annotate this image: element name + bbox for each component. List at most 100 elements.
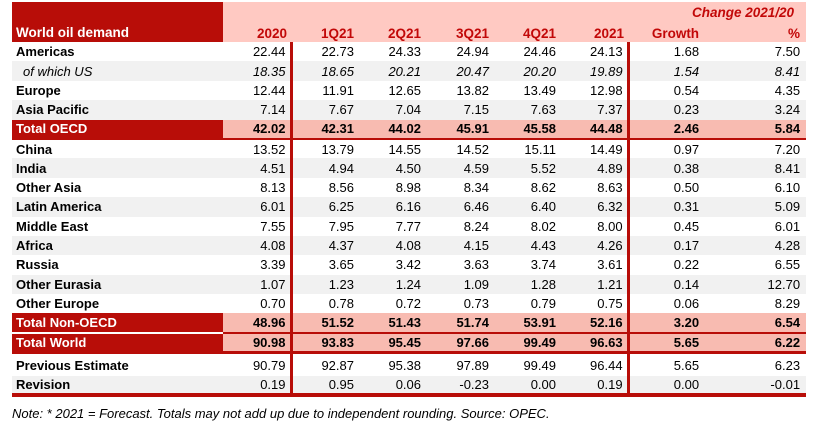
cell-value: 97.89 <box>456 358 489 374</box>
cell-value: 0.54 <box>673 82 700 98</box>
cell-value: 19.89 <box>560 61 630 81</box>
cell-value: 24.33 <box>388 44 421 60</box>
cell-value: 12.70 <box>703 274 807 295</box>
row-label: Asia Pacific <box>12 100 223 120</box>
cell-value: 4.08 <box>223 235 293 256</box>
change-header-row: World oil demand Change 2021/20 <box>12 2 807 42</box>
cell-value: 7.14 <box>223 100 293 120</box>
cell-value: 24.94 <box>456 44 489 60</box>
cell-value: 13.49 <box>523 82 556 98</box>
cell-value: 0.70 <box>223 294 293 314</box>
row-label: India <box>12 158 223 178</box>
cell-value: 7.67 <box>291 100 358 120</box>
cell-value: 14.55 <box>388 141 421 157</box>
cell-value: 8.24 <box>463 218 489 234</box>
row-label: Latin America <box>12 197 223 217</box>
cell-value: 4.50 <box>358 158 425 178</box>
cell-value: 7.37 <box>560 100 630 120</box>
cell-value: 3.63 <box>463 257 489 273</box>
cell-value: 96.63 <box>560 331 630 354</box>
cell-value: 5.84 <box>703 119 807 140</box>
column-header-2q21: 2Q21 <box>358 22 425 42</box>
cell-value: 6.55 <box>774 257 801 273</box>
cell-value: 0.22 <box>673 257 700 273</box>
cell-value: 1.68 <box>673 44 700 60</box>
column-header-4q21: 4Q21 <box>493 22 560 42</box>
cell-value: 7.20 <box>774 141 801 157</box>
cell-value: 24.46 <box>523 44 556 60</box>
table-row: Asia Pacific 7.14 7.67 7.04 7.15 7.63 7.37 0.23… <box>12 100 807 120</box>
column-header-percent: % <box>703 22 807 42</box>
cell-value: 20.20 <box>493 61 560 81</box>
cell-value: 12.65 <box>388 82 421 98</box>
row-label: Middle East <box>16 218 89 234</box>
section-gap <box>12 352 807 357</box>
cell-value: 7.77 <box>395 218 421 234</box>
table-row: Other Eurasia 1.07 1.23 1.24 1.09 1.28 1.21 0.1… <box>12 274 807 295</box>
cell-value: 14.52 <box>456 141 489 157</box>
cell-value: 0.19 <box>223 375 293 398</box>
cell-value: 1.07 <box>223 274 293 295</box>
table-row: Total Non-OECD 48.96 51.52 51.43 51.74 53.91 5… <box>12 313 807 333</box>
cell-value: 8.41 <box>703 61 807 81</box>
column-header-row: 2020 1Q21 2Q21 3Q21 4Q21 2021 Growth % <box>12 22 807 42</box>
cell-value: 7.04 <box>358 100 425 120</box>
cell-value: 1.09 <box>425 274 493 295</box>
table-row: Africa 4.08 4.37 4.08 4.15 4.43 4.26 0.17 4.28 <box>12 235 807 256</box>
cell-value: 1.23 <box>291 274 358 295</box>
cell-value: 8.98 <box>395 179 421 195</box>
cell-value: 45.58 <box>493 119 560 140</box>
cell-value: 5.09 <box>703 197 807 217</box>
cell-value: 7.55 <box>223 216 293 236</box>
cell-value: 5.65 <box>673 358 700 374</box>
table-row: Previous Estimate 90.79 92.87 95.38 97.89 99.… <box>12 356 806 376</box>
cell-value: 3.65 <box>328 257 354 273</box>
table-body: Americas 22.44 22.73 24.33 24.94 24.46 24.13 1.… <box>12 42 807 398</box>
cell-value: 0.38 <box>628 158 704 178</box>
cell-value: 0.45 <box>673 218 700 234</box>
cell-value: 8.13 <box>223 177 293 198</box>
cell-value: 90.98 <box>223 331 293 354</box>
table-row: Total OECD 42.02 42.31 44.02 45.91 45.58 44.48… <box>12 119 807 140</box>
cell-value: 8.63 <box>560 177 630 198</box>
column-header-2021: 2021 <box>560 22 629 42</box>
cell-value: 42.02 <box>223 119 293 140</box>
row-label: Total World <box>12 331 223 354</box>
cell-value: 53.91 <box>493 313 560 333</box>
column-header-1q21: 1Q21 <box>291 22 358 42</box>
cell-value: 13.52 <box>223 138 293 159</box>
table-title: World oil demand <box>12 2 223 42</box>
table-row: Other Europe 0.70 0.78 0.72 0.73 0.79 0.75 0.06… <box>12 294 806 314</box>
cell-value: 48.96 <box>223 313 293 333</box>
row-label: Other Eurasia <box>12 274 223 295</box>
cell-value: 20.47 <box>425 61 493 81</box>
cell-value: 51.52 <box>291 313 358 333</box>
cell-value: 0.95 <box>291 375 358 398</box>
cell-value: 1.54 <box>628 61 704 81</box>
cell-value: 0.31 <box>628 197 704 217</box>
cell-value: 97.66 <box>425 331 493 354</box>
cell-value: 44.02 <box>358 119 425 140</box>
cell-value: 0.73 <box>463 296 489 312</box>
row-label: Other Europe <box>16 296 100 312</box>
cell-value: 11.91 <box>322 82 354 98</box>
cell-value: 6.16 <box>358 197 425 217</box>
table-row: Other Asia 8.13 8.56 8.98 8.34 8.62 8.63 0.50 6.… <box>12 177 806 198</box>
cell-value: 4.28 <box>703 235 807 256</box>
cell-value: 0.72 <box>395 296 421 312</box>
cell-value: 12.98 <box>560 80 630 101</box>
cell-value: 0.19 <box>560 375 630 398</box>
table-row: Americas 22.44 22.73 24.33 24.94 24.46 24.13 1.… <box>12 42 806 62</box>
cell-value: 93.83 <box>291 331 358 354</box>
cell-value: 0.14 <box>628 274 704 295</box>
cell-value: 51.74 <box>425 313 493 333</box>
cell-value: 8.00 <box>560 216 630 236</box>
cell-value: 42.31 <box>291 119 358 140</box>
cell-value: 3.74 <box>530 257 556 273</box>
cell-value: 4.26 <box>560 235 630 256</box>
cell-value: 0.50 <box>673 179 700 195</box>
cell-value: 7.50 <box>774 44 801 60</box>
cell-value: 4.37 <box>291 235 358 256</box>
row-label: Previous Estimate <box>16 358 129 374</box>
